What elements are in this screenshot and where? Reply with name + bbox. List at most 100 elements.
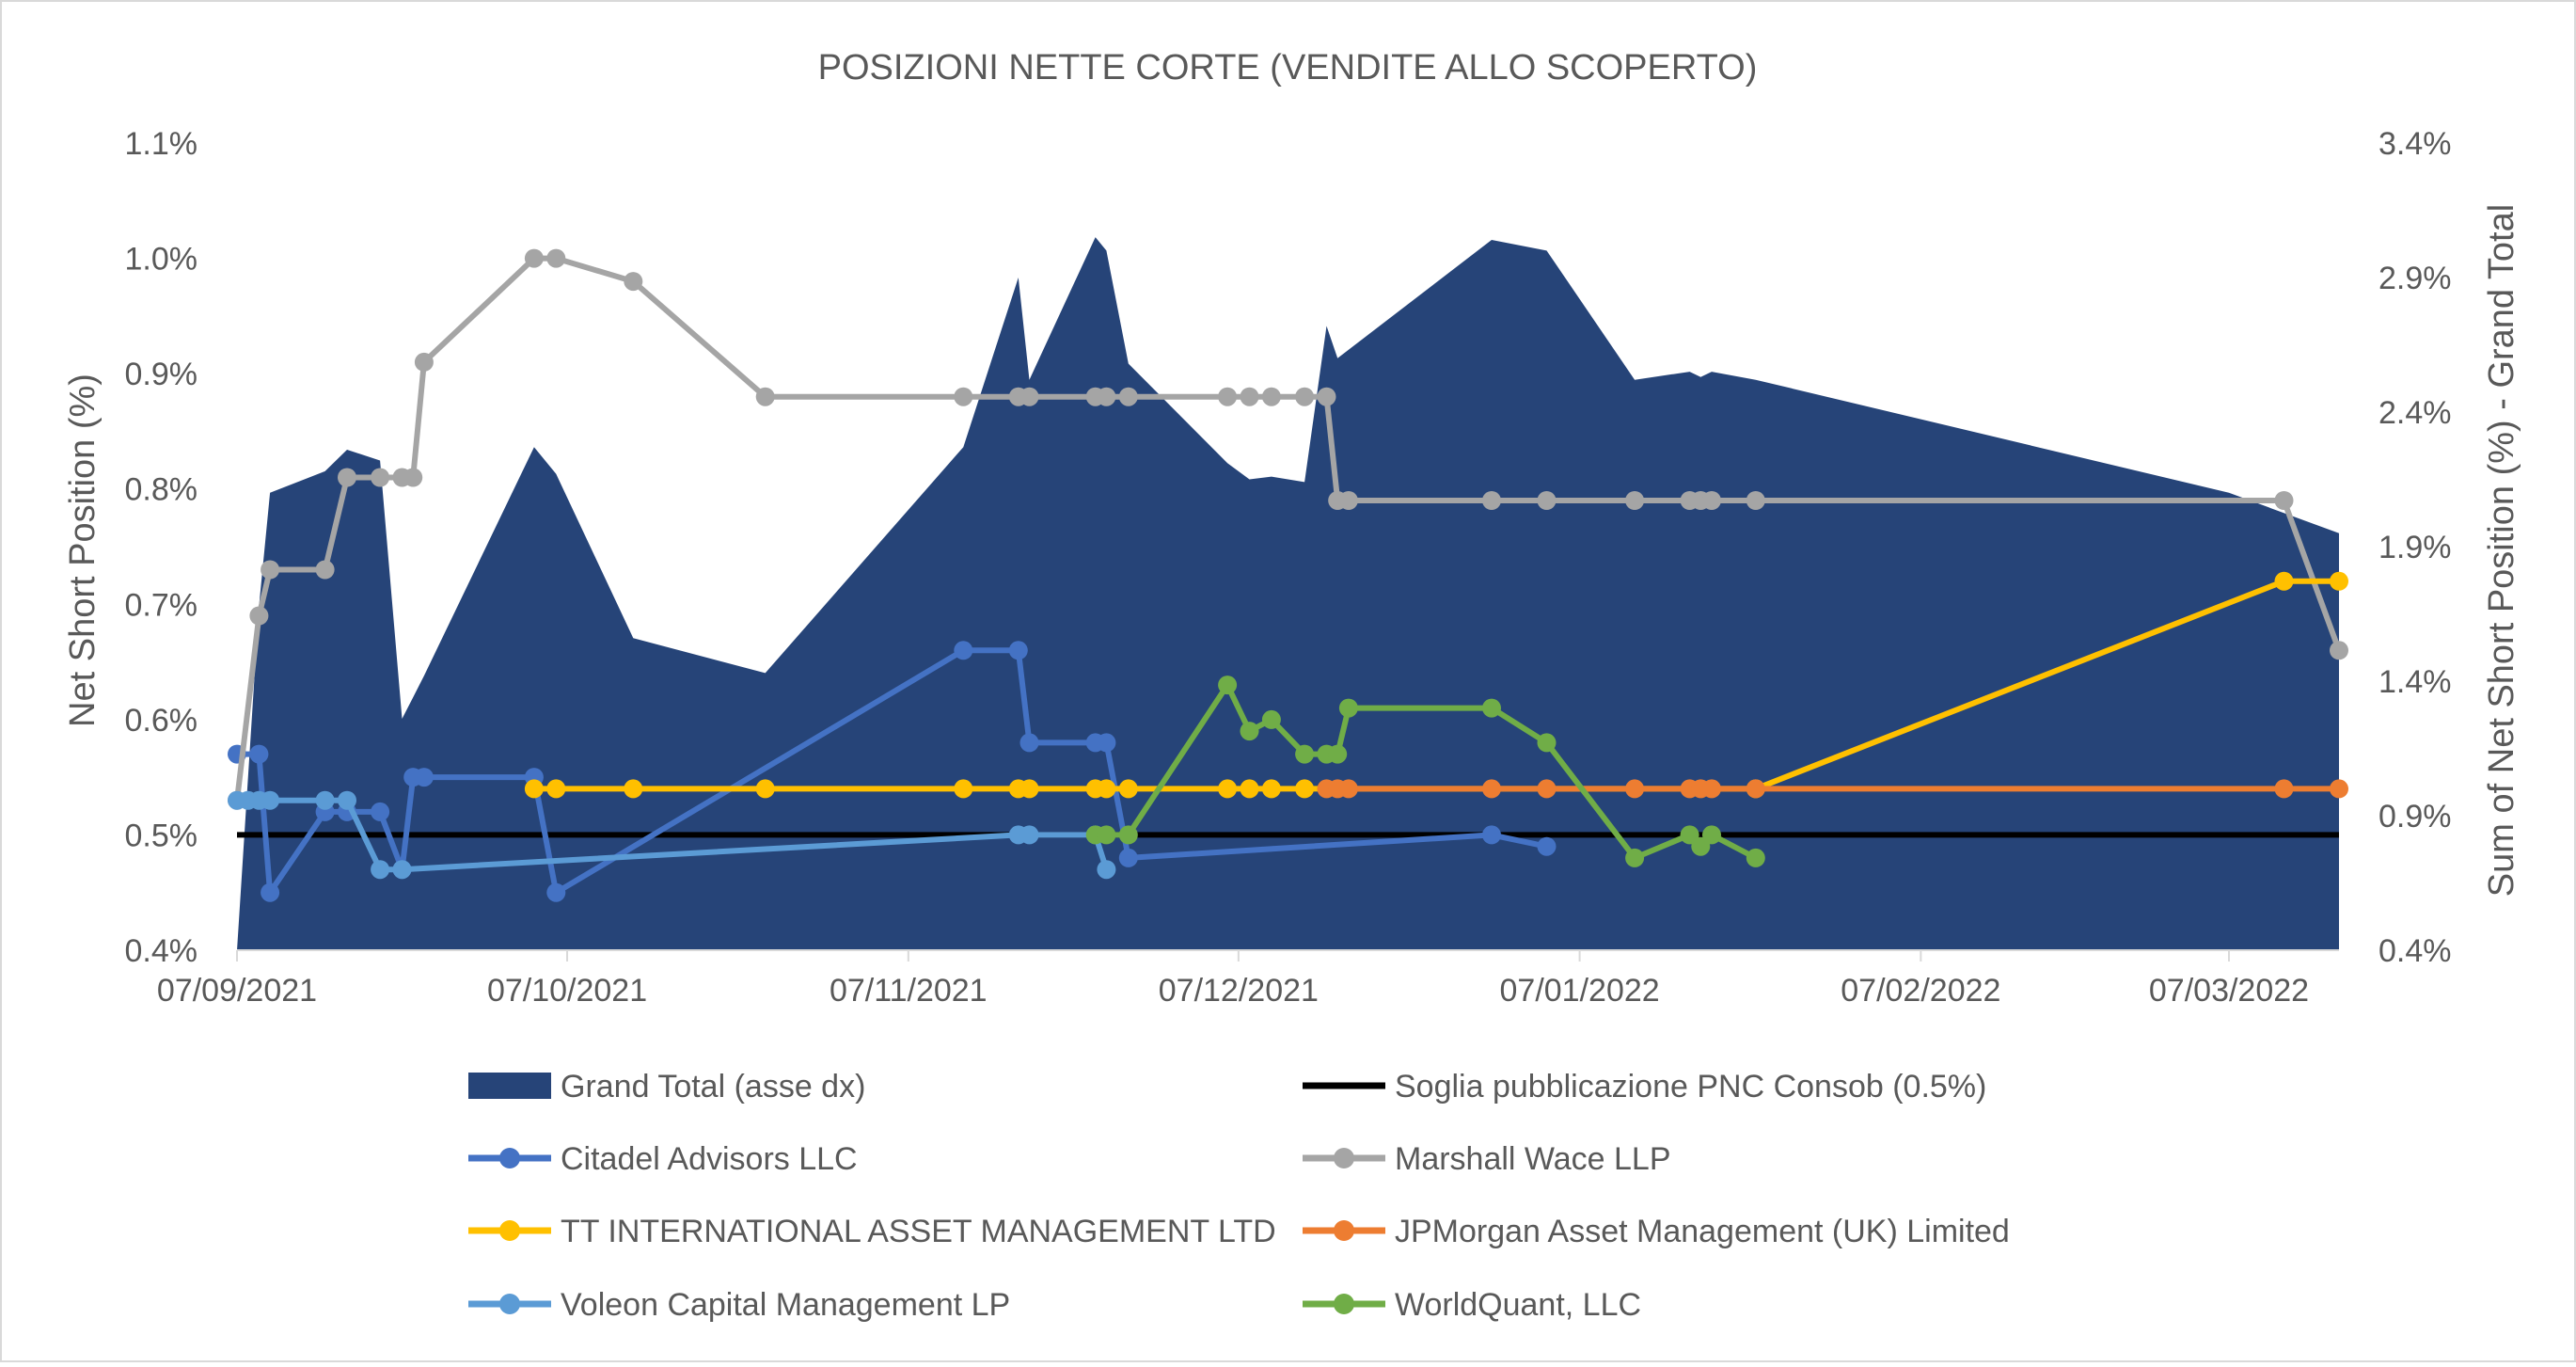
data-point <box>2330 779 2348 799</box>
data-point <box>1019 779 1039 799</box>
x-tick-label: 07/02/2022 <box>1841 973 2000 1009</box>
legend-swatch <box>468 1073 551 1099</box>
data-point <box>1295 779 1315 799</box>
data-point <box>1625 491 1645 510</box>
data-point <box>1338 491 1358 510</box>
legend-label: TT INTERNATIONAL ASSET MANAGEMENT LTD <box>561 1214 1276 1249</box>
data-point <box>1746 779 1765 799</box>
y-tick-label: 0.4% <box>125 933 198 969</box>
legend-label: WorldQuant, LLC <box>1395 1287 1641 1323</box>
data-point <box>249 606 269 626</box>
data-point <box>249 744 269 764</box>
legend-marker <box>1334 1148 1354 1168</box>
legend-marker <box>499 1220 520 1241</box>
y-tick-label: 0.7% <box>125 587 198 623</box>
data-point <box>1702 491 1721 510</box>
data-point <box>1097 825 1116 845</box>
data-point <box>1482 825 1501 845</box>
data-point <box>315 790 335 810</box>
series-jpmorgan-asset-management-uk-limited <box>1317 779 2348 799</box>
data-point <box>1295 387 1315 406</box>
data-point <box>1240 722 1259 741</box>
y-tick-label: 0.6% <box>125 703 198 739</box>
legend-item-grand-total-asse-dx: Grand Total (asse dx) <box>468 1069 865 1105</box>
data-point <box>261 790 280 810</box>
data-point <box>371 802 390 821</box>
data-point <box>338 790 356 810</box>
series-marshall-wace-llp <box>228 248 2348 810</box>
data-point <box>524 248 544 268</box>
data-point <box>1097 779 1116 799</box>
data-point <box>371 468 390 487</box>
data-point <box>954 779 973 799</box>
data-point <box>1317 387 1336 406</box>
data-point <box>2330 571 2348 591</box>
data-point <box>1118 779 1138 799</box>
data-point <box>1482 698 1501 718</box>
data-point <box>1537 733 1557 753</box>
y2-tick-label: 2.9% <box>2378 261 2452 296</box>
data-point <box>546 779 566 799</box>
legend-marker <box>1334 1220 1354 1241</box>
y2-axis-label: Sum of Net Short Position (%) - Grand To… <box>2482 204 2521 897</box>
legend-label: Voleon Capital Management LP <box>561 1287 1010 1323</box>
data-point <box>624 779 643 799</box>
data-point <box>1019 825 1039 845</box>
data-point <box>1537 491 1557 510</box>
data-point <box>1625 779 1645 799</box>
data-point <box>1097 733 1116 753</box>
legend-label: JPMorgan Asset Management (UK) Limited <box>1395 1214 2010 1249</box>
data-point <box>1537 779 1557 799</box>
data-point <box>1118 848 1138 867</box>
series-worldquant-llc <box>1085 676 1765 867</box>
y2-tick-label: 3.4% <box>2378 126 2452 162</box>
series-voleon-capital-management-lp <box>228 790 1116 880</box>
y2-tick-label: 0.4% <box>2378 933 2452 969</box>
y2-tick-label: 1.4% <box>2378 664 2452 700</box>
data-point <box>403 468 423 487</box>
data-point <box>2274 779 2294 799</box>
data-point <box>414 768 434 787</box>
y-tick-label: 1.1% <box>125 126 198 162</box>
legend-item-tt-international-asset-management-ltd: TT INTERNATIONAL ASSET MANAGEMENT LTD <box>468 1214 1276 1249</box>
data-point <box>546 248 566 268</box>
data-point <box>1482 779 1501 799</box>
data-point <box>1261 709 1281 729</box>
data-point <box>1625 848 1645 867</box>
legend-marker <box>499 1294 520 1314</box>
data-point <box>1218 387 1238 406</box>
data-point <box>755 779 775 799</box>
y2-tick-label: 0.9% <box>2378 799 2452 835</box>
data-point <box>546 882 566 902</box>
y-tick-label: 0.9% <box>125 357 198 392</box>
data-point <box>1746 491 1765 510</box>
data-point <box>1097 387 1116 406</box>
legend-item-citadel-advisors-llc: Citadel Advisors LLC <box>468 1141 858 1177</box>
data-point <box>2330 641 2348 660</box>
data-point <box>1019 387 1039 406</box>
legend-label: Marshall Wace LLP <box>1395 1141 1671 1177</box>
legend-item-soglia-pubblicazione-pnc-consob-0-5: Soglia pubblicazione PNC Consob (0.5%) <box>1303 1069 1986 1105</box>
x-tick-label: 07/03/2022 <box>2149 973 2309 1009</box>
data-point <box>954 641 973 660</box>
data-point <box>1118 387 1138 406</box>
data-point <box>954 387 973 406</box>
data-point <box>315 560 335 580</box>
legend-marker <box>499 1148 520 1168</box>
axes-group: 07/09/2021 07/10/2021 07/11/2021 07/12/2021… <box>125 126 2452 1009</box>
data-point <box>1338 698 1358 718</box>
data-point <box>1097 860 1116 880</box>
data-point <box>1261 387 1281 406</box>
x-tick-label: 07/10/2021 <box>487 973 647 1009</box>
legend-item-voleon-capital-management-lp: Voleon Capital Management LP <box>468 1287 1010 1323</box>
data-point <box>392 860 412 880</box>
legend-label: Citadel Advisors LLC <box>561 1141 858 1177</box>
legend-label: Grand Total (asse dx) <box>561 1069 865 1105</box>
data-point <box>2274 491 2294 510</box>
data-point <box>755 387 775 406</box>
y-tick-label: 1.0% <box>125 242 198 278</box>
data-point <box>624 272 643 292</box>
y-tick-label: 0.5% <box>125 818 198 853</box>
